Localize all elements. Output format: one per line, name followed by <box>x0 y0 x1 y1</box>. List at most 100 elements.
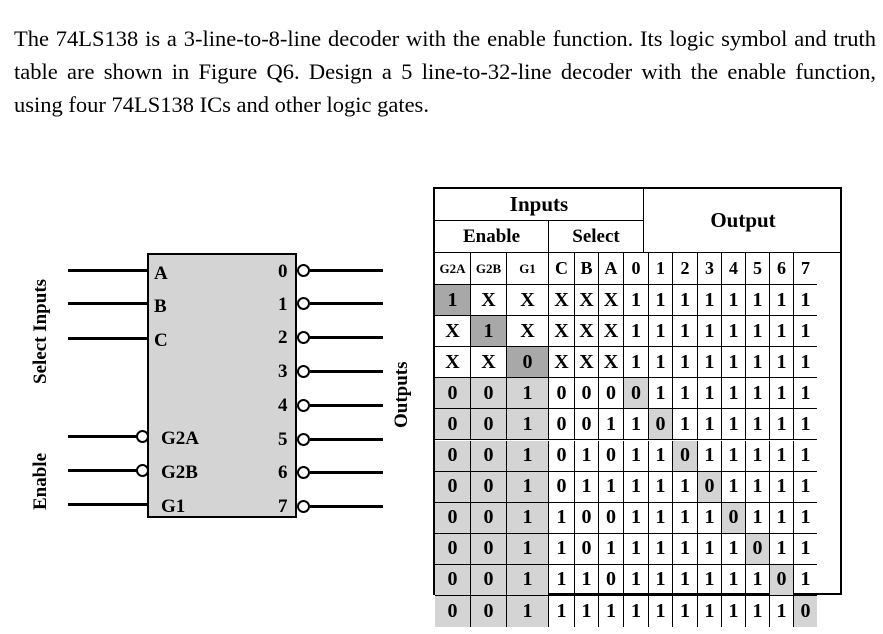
table-cell: X <box>575 285 599 317</box>
table-cell: 1 <box>624 409 649 441</box>
table-cell: 1 <box>746 502 770 534</box>
table-cell: X <box>435 347 471 379</box>
table-cell: 1 <box>599 471 624 503</box>
column-header: G2A <box>435 253 471 285</box>
table-cell: 1 <box>698 378 722 410</box>
table-cell: 1 <box>698 564 722 596</box>
table-cell: 0 <box>471 440 507 472</box>
table-cell: 1 <box>770 502 794 534</box>
column-header: G1 <box>507 253 549 285</box>
table-cell: X <box>471 285 507 317</box>
table-cell: X <box>507 285 549 317</box>
table-cell: 1 <box>746 409 770 441</box>
table-cell: 1 <box>746 596 770 628</box>
table-cell: 1 <box>649 285 673 317</box>
table-cell: 1 <box>698 285 722 317</box>
table-cell: 1 <box>549 533 575 565</box>
table-cell: 1 <box>673 409 698 441</box>
output-wire-0 <box>310 269 383 272</box>
wire-b <box>68 302 147 305</box>
table-cell: 1 <box>549 596 575 628</box>
table-cell: 1 <box>507 596 549 628</box>
output-wire-6 <box>310 471 383 474</box>
table-cell: 1 <box>722 347 746 379</box>
table-cell: 1 <box>722 471 746 503</box>
wire-g2b <box>68 469 137 472</box>
table-cell: 1 <box>575 440 599 472</box>
table-cell: 1 <box>673 564 698 596</box>
table-cell: 1 <box>649 347 673 379</box>
table-cell: 0 <box>549 471 575 503</box>
table-cell: X <box>599 285 624 317</box>
table-cell: 1 <box>549 502 575 534</box>
table-cell: 1 <box>746 316 770 348</box>
table-cell: 0 <box>471 409 507 441</box>
table-cell: 1 <box>575 564 599 596</box>
table-cell: 1 <box>507 440 549 472</box>
output-bubble-1 <box>297 297 310 310</box>
table-cell: 1 <box>673 378 698 410</box>
table-cell: 1 <box>599 596 624 628</box>
table-cell: 0 <box>575 409 599 441</box>
table-cell: X <box>471 347 507 379</box>
pin-c: C <box>154 330 168 351</box>
table-cell: 1 <box>624 596 649 628</box>
enable-label: Enable <box>30 452 51 510</box>
table-cell: 1 <box>794 472 817 503</box>
pin-out-5: 5 <box>278 429 288 450</box>
output-bubble-6 <box>297 466 310 479</box>
wire-c <box>68 337 147 340</box>
pin-out-1: 1 <box>278 294 288 315</box>
table-cell: 0 <box>746 533 770 565</box>
table-cell: 0 <box>435 471 471 503</box>
pin-g2a: G2A <box>161 428 199 449</box>
table-cell: 1 <box>794 565 817 596</box>
table-cell: 0 <box>471 471 507 503</box>
header-select: Select <box>549 221 644 253</box>
table-cell: 0 <box>599 564 624 596</box>
table-cell: 1 <box>770 471 794 503</box>
output-wire-3 <box>310 370 383 373</box>
column-header: 5 <box>746 253 770 285</box>
table-cell: 0 <box>471 378 507 410</box>
column-header: 7 <box>794 253 817 285</box>
table-cell: 1 <box>673 285 698 317</box>
output-wire-5 <box>310 438 383 441</box>
table-cell: 0 <box>649 409 673 441</box>
table-cell: 1 <box>624 502 649 534</box>
table-cell: X <box>549 316 575 348</box>
table-cell: 1 <box>471 316 507 348</box>
table-cell: 1 <box>549 564 575 596</box>
table-cell: 1 <box>673 347 698 379</box>
table-cell: 0 <box>549 409 575 441</box>
pin-g1: G1 <box>161 496 186 517</box>
table-cell: 1 <box>698 502 722 534</box>
pin-out-3: 3 <box>278 361 288 382</box>
table-cell: X <box>549 285 575 317</box>
table-cell: 0 <box>575 533 599 565</box>
header-inputs: Inputs <box>435 189 644 221</box>
column-header: B <box>575 253 599 285</box>
table-cell: 1 <box>507 409 549 441</box>
column-header: G2B <box>471 253 507 285</box>
table-cell: 1 <box>722 378 746 410</box>
table-cell: 0 <box>435 564 471 596</box>
table-cell: 1 <box>698 533 722 565</box>
table-cell: 0 <box>471 533 507 565</box>
column-header: 1 <box>649 253 673 285</box>
output-wire-7 <box>310 505 383 508</box>
output-bubble-4 <box>297 399 310 412</box>
table-cell: 1 <box>649 564 673 596</box>
table-cell: X <box>599 347 624 379</box>
table-cell: X <box>435 316 471 348</box>
table-cell: 1 <box>649 596 673 628</box>
table-cell: 1 <box>794 441 817 472</box>
column-header: 0 <box>624 253 649 285</box>
table-cell: 1 <box>624 471 649 503</box>
table-cell: 1 <box>794 316 817 348</box>
table-cell: 1 <box>698 440 722 472</box>
table-cell: 1 <box>770 409 794 441</box>
output-bubble-2 <box>297 331 310 344</box>
table-cell: 0 <box>471 502 507 534</box>
pin-out-0: 0 <box>278 261 288 282</box>
